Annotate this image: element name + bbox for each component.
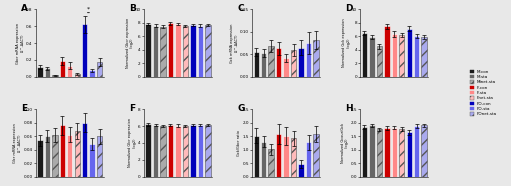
Bar <box>313 134 319 177</box>
Bar <box>399 129 405 177</box>
Bar <box>37 140 42 177</box>
Bar <box>183 126 188 177</box>
Bar <box>190 125 196 177</box>
Bar <box>261 53 266 77</box>
Bar <box>160 126 166 177</box>
Bar <box>261 142 266 177</box>
Bar <box>37 67 42 77</box>
Y-axis label: Normalized Gcour/Gck
(log2): Normalized Gcour/Gck (log2) <box>341 123 349 163</box>
Bar <box>153 25 158 77</box>
Text: D: D <box>345 4 353 13</box>
Bar <box>183 26 188 77</box>
Bar <box>175 126 180 177</box>
Bar <box>175 24 180 77</box>
Bar <box>276 134 282 177</box>
Bar <box>284 136 289 177</box>
Bar <box>291 138 296 177</box>
Bar <box>391 128 397 177</box>
Bar <box>362 33 367 77</box>
Bar <box>414 126 420 177</box>
Bar <box>291 50 296 77</box>
Y-axis label: Normalized Glcr expression
(log2): Normalized Glcr expression (log2) <box>128 118 137 167</box>
Bar <box>422 125 427 177</box>
Bar <box>89 70 95 77</box>
Bar <box>75 74 80 77</box>
Bar <box>82 123 87 177</box>
Bar <box>276 48 282 77</box>
Bar <box>52 75 58 77</box>
Bar <box>205 125 211 177</box>
Legend: M-con, M-sta, Minet-sta, F-con, F-sta, Fnet-sta, FO-con, FO-sta, FOnet-sta: M-con, M-sta, Minet-sta, F-con, F-sta, F… <box>469 69 498 117</box>
Bar <box>67 135 73 177</box>
Bar <box>253 136 259 177</box>
Bar <box>253 52 259 77</box>
Bar <box>268 46 274 77</box>
Text: H: H <box>345 104 353 113</box>
Bar <box>391 34 397 77</box>
Bar <box>145 124 151 177</box>
Text: G: G <box>237 104 245 113</box>
Y-axis label: Normalized Gck expression
(log2): Normalized Gck expression (log2) <box>342 19 351 67</box>
Bar <box>97 136 102 177</box>
Bar <box>52 135 58 177</box>
Bar <box>407 29 412 77</box>
Bar <box>145 24 151 77</box>
Bar <box>190 25 196 77</box>
Bar <box>422 37 427 77</box>
Y-axis label: Gbcr mRNA expression
(2^-ΔΔCT): Gbcr mRNA expression (2^-ΔΔCT) <box>16 23 25 64</box>
Bar <box>198 125 203 177</box>
Text: C: C <box>237 4 244 13</box>
Bar <box>369 37 375 77</box>
Bar <box>298 48 304 77</box>
Y-axis label: Normalized Gbcr expression
(log2): Normalized Gbcr expression (log2) <box>126 18 134 68</box>
Y-axis label: Gck mRNA expression
(2^-ΔΔCT): Gck mRNA expression (2^-ΔΔCT) <box>230 23 239 63</box>
Bar <box>67 66 73 77</box>
Text: B: B <box>129 4 136 13</box>
Bar <box>153 125 158 177</box>
Bar <box>384 26 389 77</box>
Bar <box>362 127 367 177</box>
Bar <box>44 136 50 177</box>
Bar <box>168 125 173 177</box>
Bar <box>384 128 389 177</box>
Text: A: A <box>21 4 28 13</box>
Bar <box>60 61 65 77</box>
Bar <box>160 27 166 77</box>
Bar <box>399 35 405 77</box>
Bar <box>377 129 382 177</box>
Bar <box>414 36 420 77</box>
Bar <box>377 46 382 77</box>
Y-axis label: Gck/Gbcr ratio: Gck/Gbcr ratio <box>237 130 241 156</box>
Bar <box>89 144 95 177</box>
Bar <box>306 142 311 177</box>
Bar <box>44 68 50 77</box>
Bar <box>168 23 173 77</box>
Bar <box>306 43 311 77</box>
Y-axis label: Glcr mRNA expression
(2^-ΔΔCT): Glcr mRNA expression (2^-ΔΔCT) <box>13 123 22 163</box>
Text: F: F <box>129 104 135 113</box>
Bar <box>407 132 412 177</box>
Bar <box>75 131 80 177</box>
Bar <box>82 25 87 77</box>
Bar <box>284 58 289 77</box>
Text: E: E <box>21 104 27 113</box>
Bar <box>198 25 203 77</box>
Bar <box>205 25 211 77</box>
Bar <box>298 164 304 177</box>
Bar <box>60 125 65 177</box>
Bar <box>97 62 102 77</box>
Text: *: * <box>87 7 90 12</box>
Bar <box>313 40 319 77</box>
Bar <box>369 125 375 177</box>
Bar <box>268 149 274 177</box>
